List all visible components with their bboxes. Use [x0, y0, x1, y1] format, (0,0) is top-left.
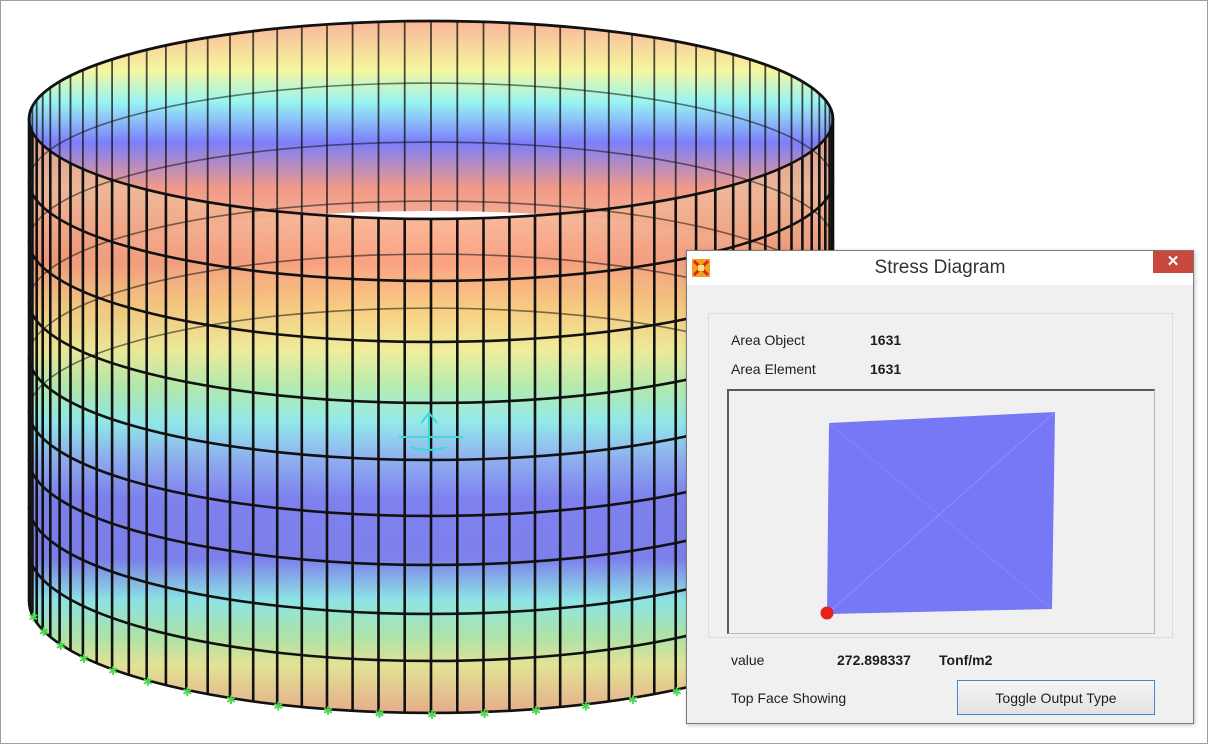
stress-diagram-dialog[interactable]: Stress Diagram ✕ Area Object 1631 Area E… [686, 250, 1194, 724]
toggle-output-type-button[interactable]: Toggle Output Type [957, 680, 1155, 715]
support-icon: ✱ [39, 625, 49, 639]
support-icon: ✱ [628, 693, 638, 707]
element-diagram [820, 411, 1056, 620]
info-panel [708, 313, 1173, 638]
support-icon: ✱ [56, 639, 66, 653]
support-icon: ✱ [79, 652, 89, 666]
selected-node-marker [820, 606, 834, 620]
close-icon: ✕ [1166, 253, 1180, 270]
support-icon: ✱ [375, 707, 385, 721]
support-icon: ✱ [581, 700, 591, 714]
support-icon: ✱ [531, 704, 541, 718]
support-icon: ✱ [480, 707, 490, 721]
support-icon: ✱ [108, 664, 118, 678]
support-icon: ✱ [672, 685, 682, 699]
support-icon: ✱ [182, 685, 192, 699]
support-icon: ✱ [427, 708, 437, 722]
area-object-label: Area Object [731, 332, 805, 348]
value-label: value [731, 652, 765, 668]
app-icon [692, 259, 710, 277]
area-element-label: Area Element [731, 361, 816, 377]
area-object-value: 1631 [870, 332, 902, 348]
dialog-title: Stress Diagram [874, 257, 1006, 278]
area-element-value: 1631 [870, 361, 902, 377]
support-icon: ✱ [273, 700, 283, 714]
support-icon: ✱ [226, 693, 236, 707]
support-icon: ✱ [323, 704, 333, 718]
dialog-titlebar[interactable]: Stress Diagram ✕ [687, 251, 1193, 285]
face-status-text: Top Face Showing [731, 690, 847, 706]
stress-diagram-canvas [727, 389, 1155, 634]
value-number: 272.898337 [837, 652, 911, 668]
axis-icon [399, 411, 463, 451]
support-icon: ✱ [143, 675, 153, 689]
value-unit: Tonf/m2 [939, 652, 993, 668]
close-button[interactable]: ✕ [1153, 251, 1193, 273]
support-icon: ✱ [28, 611, 38, 625]
